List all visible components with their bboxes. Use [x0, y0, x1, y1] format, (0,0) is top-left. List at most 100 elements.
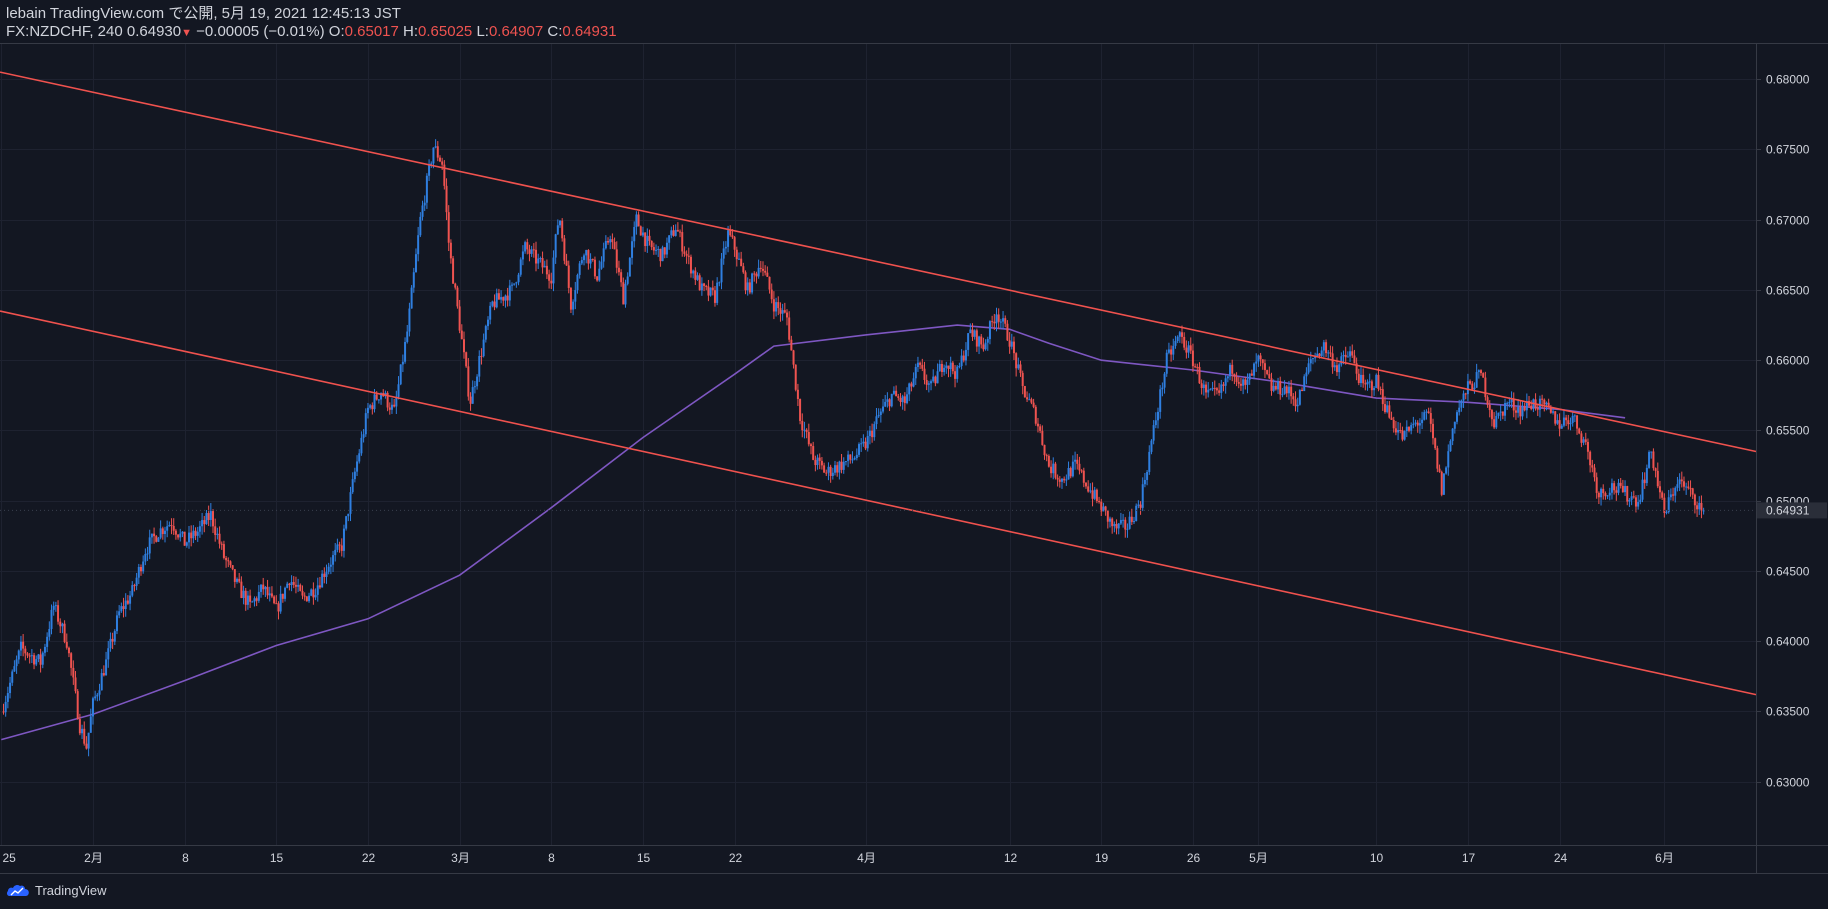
- candle-body: [646, 235, 649, 247]
- candle-down: [1597, 491, 1600, 505]
- candle-up: [580, 256, 583, 266]
- candle-body: [98, 690, 101, 695]
- candle-body: [262, 584, 265, 590]
- candle-body: [1364, 383, 1367, 385]
- candle-body: [539, 258, 542, 260]
- candle-up: [1178, 330, 1181, 343]
- candle-body: [46, 636, 49, 647]
- candle-body: [1226, 376, 1229, 379]
- candle-body: [772, 299, 775, 312]
- candle-body: [1030, 399, 1033, 403]
- candle-up: [716, 277, 719, 306]
- candle-up: [585, 249, 588, 264]
- candle-body: [729, 230, 732, 236]
- candle-down: [1205, 381, 1208, 399]
- candle-up: [1165, 349, 1168, 377]
- candle-body: [1277, 381, 1280, 390]
- price-tick-label: 0.65500: [1766, 424, 1810, 438]
- candle-up: [142, 555, 145, 574]
- channel-line-lower[interactable]: [0, 310, 1757, 696]
- candle-up: [163, 526, 166, 543]
- candle-down: [454, 282, 457, 290]
- candle-body: [1425, 411, 1428, 413]
- candle-down: [567, 260, 570, 294]
- candle-body: [428, 164, 431, 176]
- candle-body: [1296, 404, 1299, 407]
- candle-up: [495, 288, 498, 309]
- candle-body: [1019, 364, 1022, 373]
- time-axis[interactable]: 25 2月 8 15 22 3月 8 15 22 4月 12 19 26 5月 10 17 24 6月: [3, 851, 1674, 865]
- time-tick-label: 19: [1095, 851, 1109, 865]
- candle-body: [249, 595, 252, 602]
- candle-body: [59, 621, 62, 627]
- candle-body: [1462, 393, 1465, 401]
- candle-body: [1586, 441, 1589, 452]
- candle-body: [1399, 429, 1402, 431]
- candle-body: [609, 239, 612, 243]
- candle-body: [1530, 405, 1533, 409]
- candle-up: [377, 399, 380, 404]
- candle-body: [279, 593, 282, 612]
- candle-up: [1639, 494, 1642, 505]
- candle-body: [153, 533, 156, 537]
- channel-line-upper[interactable]: [0, 71, 1757, 453]
- candle-body: [155, 536, 158, 542]
- candle-body: [1335, 365, 1338, 373]
- candle-body: [1597, 492, 1600, 498]
- candle-body: [179, 533, 182, 538]
- candle-down: [676, 222, 679, 232]
- candle-down: [620, 269, 623, 287]
- candle-body: [1163, 373, 1166, 388]
- channel-lines-layer[interactable]: [0, 71, 1757, 696]
- tradingview-brand[interactable]: TradingView: [6, 880, 107, 900]
- time-tick-label: 26: [1187, 851, 1201, 865]
- candle-down: [864, 437, 867, 451]
- candle-up: [718, 281, 721, 287]
- candle-body: [1569, 422, 1572, 425]
- candle-up: [9, 676, 12, 699]
- candle-body: [971, 329, 974, 337]
- candle-up: [816, 454, 819, 470]
- candle-body: [1536, 407, 1539, 410]
- candle-down: [22, 634, 25, 657]
- candle-up: [781, 303, 784, 321]
- candle-body: [1237, 381, 1240, 384]
- candle-up: [1122, 513, 1125, 528]
- candle-body: [54, 605, 57, 607]
- price-axis[interactable]: 0.680000.675000.670000.665000.660000.655…: [1756, 73, 1810, 790]
- candle-up: [1119, 512, 1122, 526]
- candle-down: [1471, 381, 1474, 391]
- candle-up: [251, 600, 254, 603]
- candle-down: [39, 648, 42, 673]
- price-tick-label: 0.66500: [1766, 284, 1810, 298]
- candle-body: [1486, 397, 1489, 405]
- candle-down: [240, 576, 243, 599]
- time-tick-label: 4月: [857, 851, 876, 865]
- candle-up: [1174, 335, 1177, 349]
- candle-up: [1255, 353, 1258, 372]
- candle-down: [1658, 480, 1661, 499]
- candle-body: [1224, 378, 1227, 386]
- candle-body: [497, 293, 500, 300]
- candle-body: [766, 272, 769, 277]
- candle-down: [888, 398, 891, 411]
- candle-down: [1301, 387, 1304, 392]
- candle-down: [1170, 345, 1173, 362]
- candle-up: [855, 448, 858, 461]
- candle-body: [360, 437, 363, 454]
- candle-down: [1023, 385, 1026, 398]
- candle-up: [1412, 416, 1415, 429]
- candle-down: [1215, 387, 1218, 395]
- candle-body: [1691, 488, 1694, 495]
- candle-down: [980, 333, 983, 349]
- candle-up: [827, 462, 830, 481]
- candle-body: [1582, 439, 1585, 443]
- candle-down: [1394, 420, 1397, 436]
- candle-down: [801, 413, 804, 438]
- symbol-label[interactable]: FX:NZDCHF, 240: [6, 23, 123, 40]
- candle-down: [292, 576, 295, 589]
- candle-down: [1021, 370, 1024, 395]
- candle-down: [371, 402, 374, 415]
- candle-down: [1416, 420, 1419, 433]
